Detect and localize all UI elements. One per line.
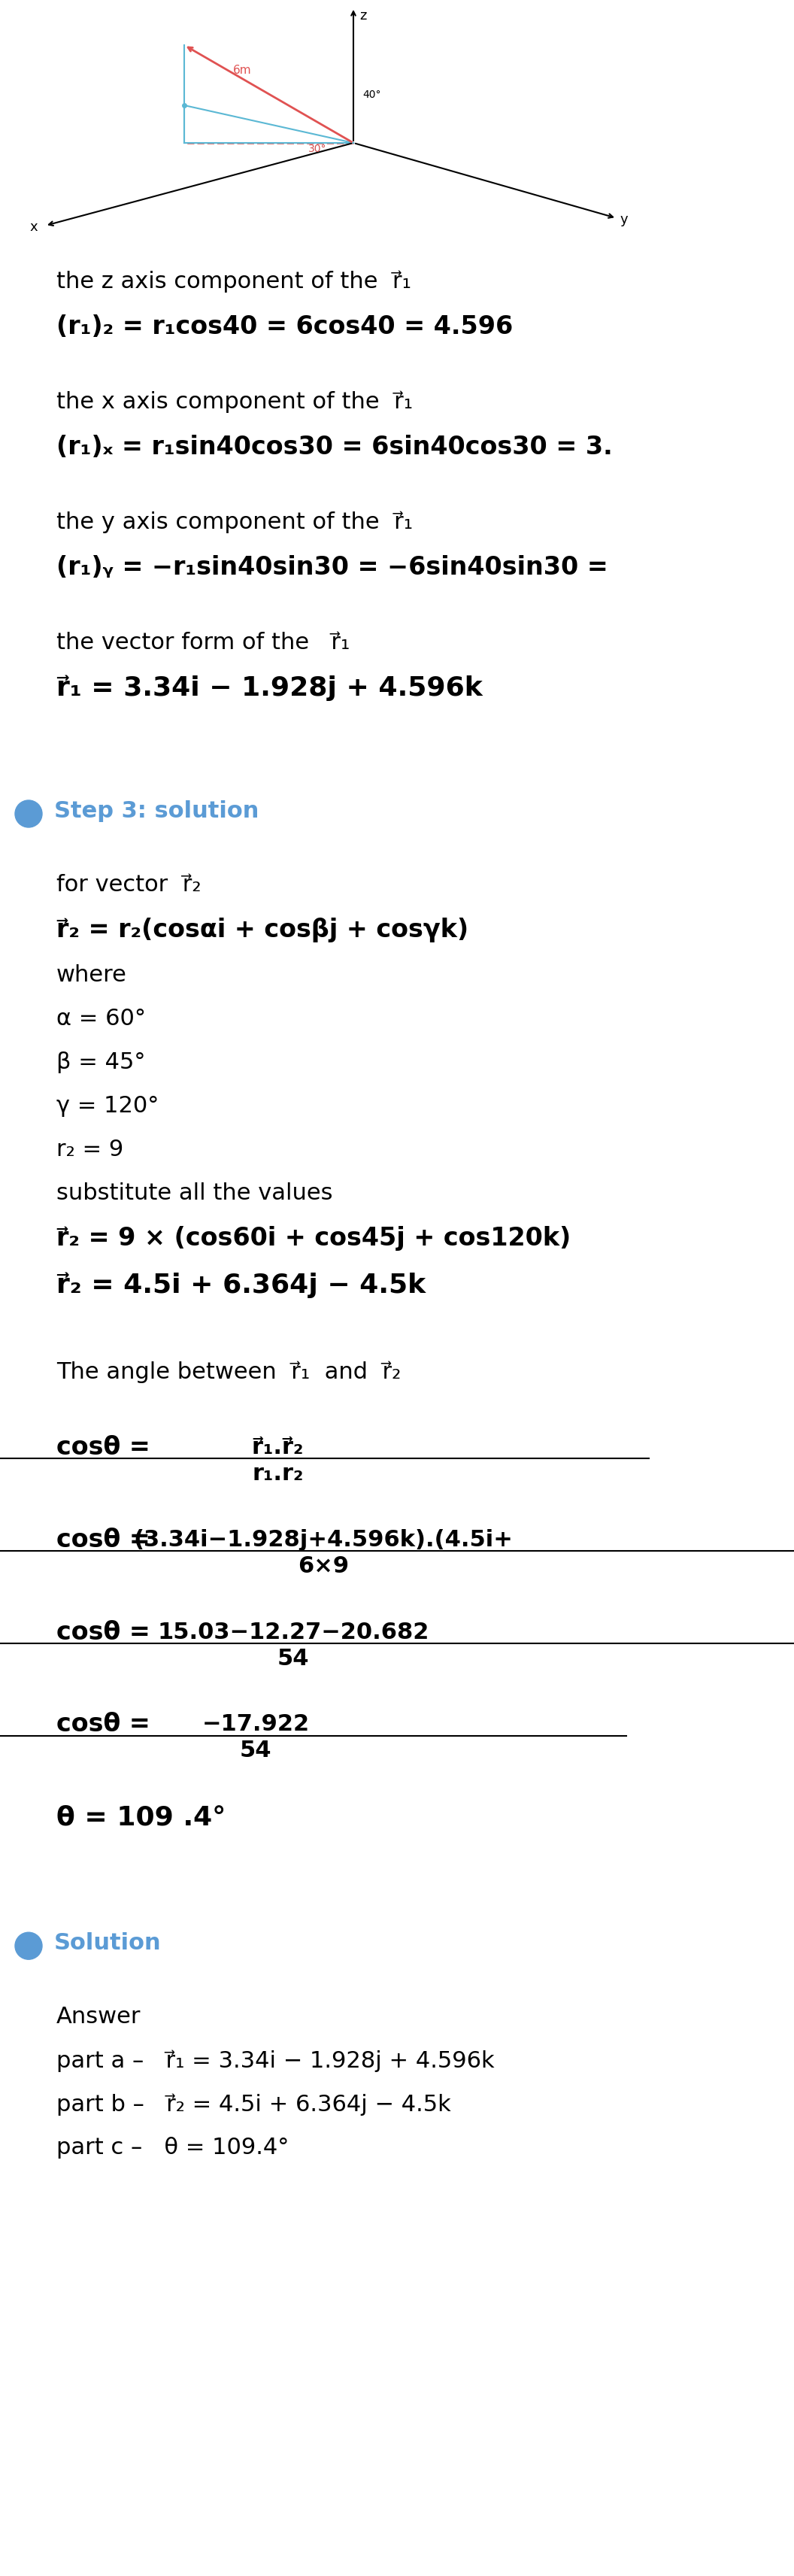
Text: the x axis component of the  r⃗₁: the x axis component of the r⃗₁ [56,392,413,412]
Text: r⃗₂ = 9 × (cos60i + cos45j + cos120k): r⃗₂ = 9 × (cos60i + cos45j + cos120k) [56,1226,571,1252]
Text: 54: 54 [240,1739,272,1762]
Text: the y axis component of the  r⃗₁: the y axis component of the r⃗₁ [56,513,413,533]
Text: r₁.r₂: r₁.r₂ [252,1463,304,1484]
Text: substitute all the values: substitute all the values [56,1182,333,1203]
Text: The angle between  r⃗₁  and  r⃗₂: The angle between r⃗₁ and r⃗₂ [56,1360,401,1383]
Text: cosθ =: cosθ = [56,1620,150,1643]
Text: cosθ =: cosθ = [56,1713,150,1736]
Text: y: y [620,214,628,227]
Text: part c –   θ = 109.4°: part c – θ = 109.4° [56,2138,289,2159]
Text: r⃗₁.r⃗₂: r⃗₁.r⃗₂ [252,1437,304,1458]
Text: β = 45°: β = 45° [56,1051,145,1074]
Text: part b –   r⃗₂ = 4.5i + 6.364j − 4.5k: part b – r⃗₂ = 4.5i + 6.364j − 4.5k [56,2094,451,2115]
Text: r⃗₁ = 3.34i − 1.928j + 4.596k: r⃗₁ = 3.34i − 1.928j + 4.596k [56,675,483,701]
Text: where: where [56,963,127,987]
Text: Answer: Answer [56,2007,141,2027]
Text: the z axis component of the  r⃗₁: the z axis component of the r⃗₁ [56,270,411,294]
Text: r⃗₂ = r₂(cosαi + cosβj + cosγk): r⃗₂ = r₂(cosαi + cosβj + cosγk) [56,917,468,943]
Text: 6m: 6m [233,64,252,75]
Text: Step 3: solution: Step 3: solution [54,801,259,822]
Text: cosθ =: cosθ = [56,1435,150,1461]
Text: α = 60°: α = 60° [56,1007,146,1030]
Text: −17.922: −17.922 [202,1713,310,1736]
Text: Solution: Solution [54,1932,161,1955]
Text: →: → [24,809,33,819]
Text: →: → [24,1940,33,1953]
Text: γ = 120°: γ = 120° [56,1095,159,1118]
Text: r⃗₂ = 4.5i + 6.364j − 4.5k: r⃗₂ = 4.5i + 6.364j − 4.5k [56,1273,426,1298]
Text: 30°: 30° [308,144,326,155]
Text: r₂ = 9: r₂ = 9 [56,1139,124,1162]
Text: θ = 109 .4°: θ = 109 .4° [56,1803,225,1829]
Text: z: z [360,10,367,23]
Text: cosθ =: cosθ = [56,1528,150,1553]
Text: x: x [29,222,37,234]
Text: part a –   r⃗₁ = 3.34i − 1.928j + 4.596k: part a – r⃗₁ = 3.34i − 1.928j + 4.596k [56,2050,495,2071]
Text: 15.03−12.27−20.682: 15.03−12.27−20.682 [157,1620,429,1643]
Text: 6×9: 6×9 [298,1556,349,1577]
Text: (r₁)₂ = r₁cos40 = 6cos40 = 4.596: (r₁)₂ = r₁cos40 = 6cos40 = 4.596 [56,314,513,340]
Text: 40°: 40° [362,90,381,100]
Circle shape [15,801,42,827]
Text: (3.34i−1.928j+4.596k).(4.5i+: (3.34i−1.928j+4.596k).(4.5i+ [133,1530,513,1551]
Text: (r₁)ₓ = r₁sin40cos30 = 6sin40cos30 = 3.: (r₁)ₓ = r₁sin40cos30 = 6sin40cos30 = 3. [56,435,613,459]
Circle shape [15,1932,42,1960]
Text: 54: 54 [277,1649,309,1669]
Text: the vector form of the   r⃗₁: the vector form of the r⃗₁ [56,631,350,654]
Text: (r₁)ᵧ = −r₁sin40sin30 = −6sin40sin30 =: (r₁)ᵧ = −r₁sin40sin30 = −6sin40sin30 = [56,554,608,580]
Text: for vector  r⃗₂: for vector r⃗₂ [56,873,201,896]
